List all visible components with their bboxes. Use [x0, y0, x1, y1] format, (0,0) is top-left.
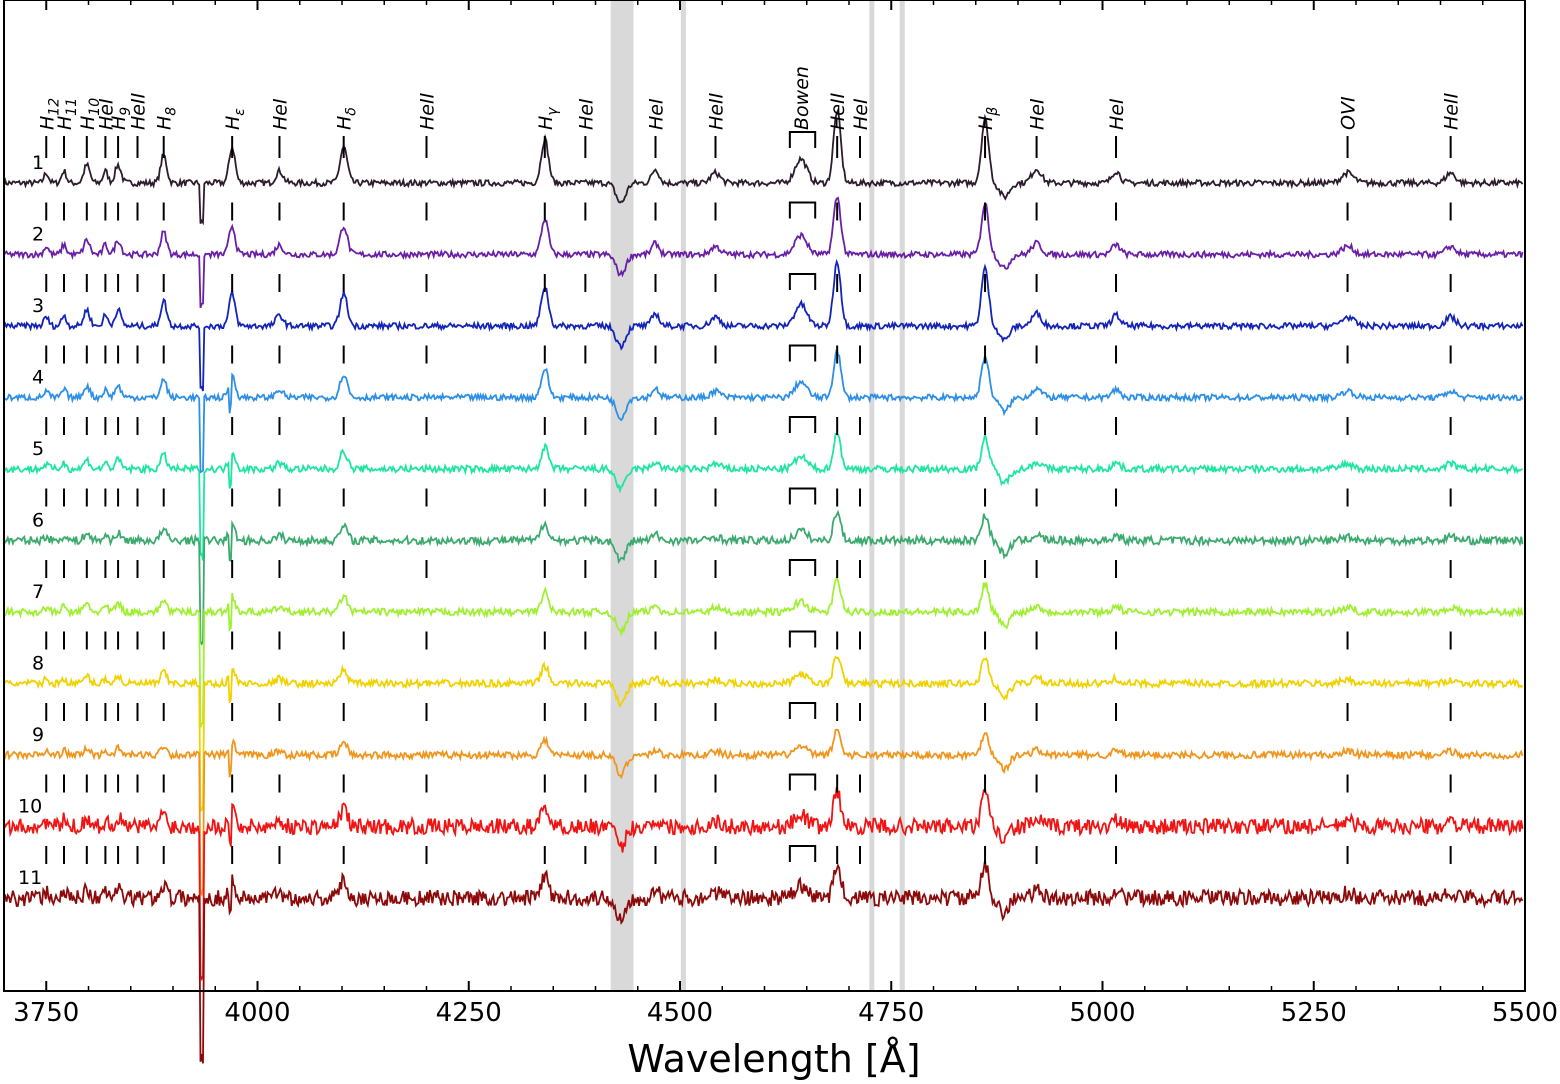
bowen-bracket-top: [788, 131, 817, 148]
series-10-label: 10: [18, 796, 42, 818]
line-label-18: Hβ: [975, 107, 1001, 130]
bowen-bracket-11: [788, 845, 817, 862]
series-1-label: 1: [32, 152, 44, 174]
line-label-16: HeII: [827, 92, 849, 130]
line-label-22: HeII: [1441, 92, 1463, 130]
series-5-line: [3, 432, 1523, 561]
series-9-line: [3, 728, 1524, 897]
series-layer: [3, 106, 1524, 1064]
line-label-5: HeII: [128, 92, 150, 130]
bowen-bracket-3: [788, 273, 817, 290]
line-label-14: HeII: [705, 92, 727, 130]
line-label-3: HeI: [95, 98, 117, 130]
shaded-band-3: [899, 0, 905, 991]
x-tick-label-5500: 5500: [1492, 998, 1558, 1028]
line-label-0: H12: [36, 98, 62, 130]
line-label-17: HeI: [850, 98, 872, 130]
shaded-band-2: [869, 0, 875, 991]
line-label-11: Hγ: [535, 107, 561, 130]
bowen-bracket-6: [788, 487, 817, 505]
series-9-label: 9: [32, 724, 44, 746]
line-label-10: HeII: [417, 92, 439, 130]
x-tick-label-4500: 4500: [647, 998, 713, 1028]
spectrum-indices: 1 2 3 4 5 6 7 8 9 10 11: [18, 152, 44, 889]
series-1-line: [3, 106, 1524, 226]
bowen-bracket-4: [788, 344, 817, 362]
x-tick-label-5250: 5250: [1281, 998, 1347, 1028]
series-10-line: [3, 786, 1524, 982]
x-tick-label-5000: 5000: [1069, 998, 1135, 1028]
line-label-6: H8: [154, 107, 180, 130]
line-label-21: OVI: [1338, 96, 1360, 130]
line-label-9: Hδ: [334, 107, 360, 130]
series-7-label: 7: [32, 581, 44, 603]
series-11-label: 11: [18, 867, 42, 889]
bowen-bracket-8: [788, 630, 817, 648]
shaded-band-1: [680, 0, 686, 991]
series-8-label: 8: [32, 653, 44, 675]
x-axis: 3750 4000 4250 4500 4750 5000 5250 5500: [3, 0, 1558, 1028]
shaded-bands: [610, 0, 905, 991]
line-label-1: H11: [54, 98, 80, 130]
series-6-line: [3, 509, 1524, 646]
x-tick-label-4000: 4000: [224, 998, 290, 1028]
bowen-bracket-7: [788, 559, 817, 576]
bowen-bracket-9: [788, 702, 817, 719]
series-2-label: 2: [32, 224, 44, 246]
line-label-7: Hε: [222, 108, 248, 130]
series-6-label: 6: [32, 510, 44, 532]
x-tick-label-4250: 4250: [436, 998, 502, 1028]
line-label-20: HeI: [1106, 98, 1128, 130]
bowen-bracket-2: [788, 201, 817, 219]
line-label-4: H9: [108, 107, 134, 130]
series-7-line: [3, 575, 1524, 728]
line-markers: [45, 201, 1452, 864]
series-4-label: 4: [32, 367, 44, 389]
line-label-12: HeI: [575, 98, 597, 130]
line-label-8: HeI: [269, 98, 291, 130]
series-8-line: [3, 655, 1524, 812]
x-tick-label-3750: 3750: [13, 998, 79, 1028]
line-label-19: HeI: [1027, 98, 1049, 130]
series-5-label: 5: [32, 438, 44, 460]
line-label-2: H10: [77, 98, 103, 130]
x-tick-label-4750: 4750: [858, 998, 924, 1028]
series-3-line: [3, 258, 1524, 392]
series-4-line: [3, 349, 1524, 474]
line-label-13: HeI: [645, 98, 667, 130]
series-3-label: 3: [32, 295, 44, 317]
shaded-band-0: [610, 0, 634, 991]
series-2-line: [3, 196, 1524, 309]
bowen-bracket-10: [788, 773, 817, 791]
x-axis-title: Wavelength [Å]: [627, 1037, 920, 1081]
bowen-bracket-5: [788, 416, 817, 433]
line-label-15: Bowen: [791, 66, 813, 130]
series-11-line: [3, 860, 1524, 1064]
